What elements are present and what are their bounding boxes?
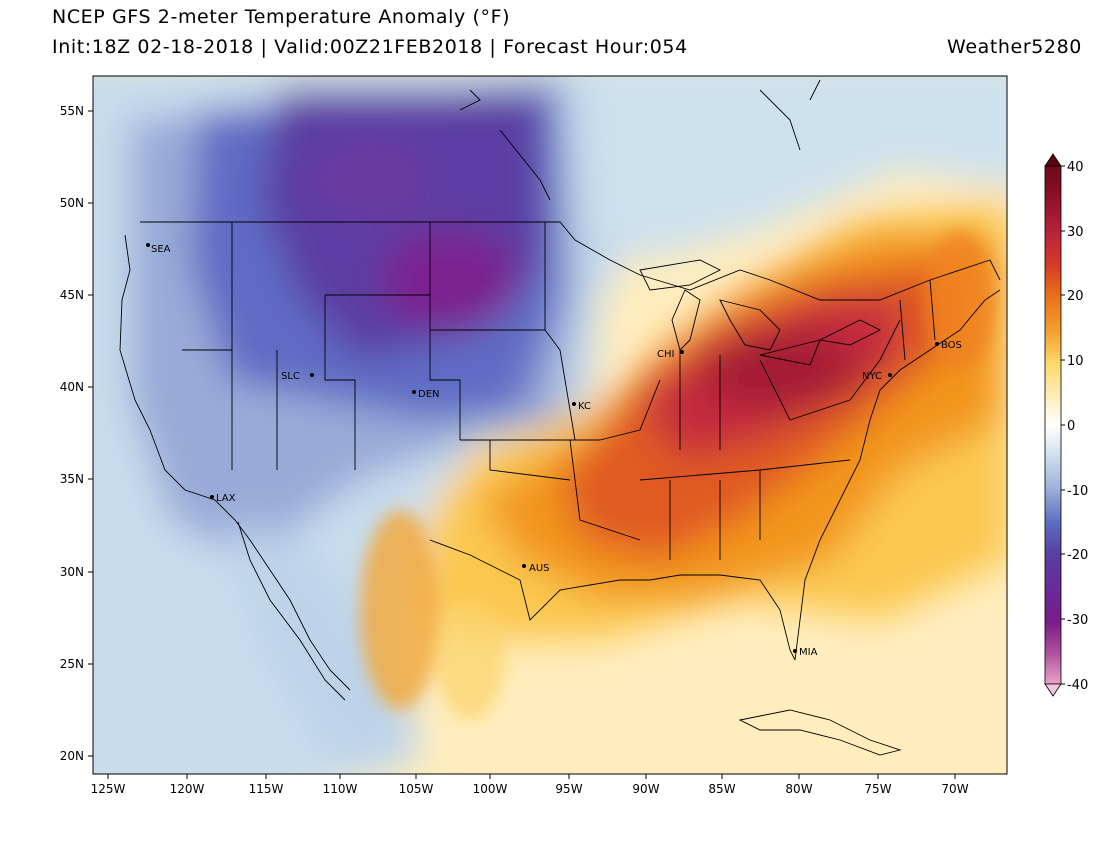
svg-text:55N: 55N [60, 104, 84, 118]
city-marker: CHI [657, 349, 684, 360]
city-marker: KC [572, 401, 591, 412]
city-marker: LAX [210, 493, 236, 504]
lat-tick: 20N [60, 749, 93, 763]
colorbar-tick: 10 [1061, 354, 1084, 369]
svg-text:90W: 90W [632, 782, 659, 796]
svg-text:25N: 25N [60, 657, 84, 671]
city-markers: SEA SLC DEN LAX KC CHI AUS NYC [146, 243, 962, 658]
colorbar-tick: 40 [1061, 160, 1084, 175]
svg-text:20: 20 [1067, 289, 1084, 304]
plot-frame [92, 75, 1008, 775]
city-label-den: DEN [418, 389, 440, 400]
city-label-bos: BOS [941, 340, 962, 351]
colorbar-tick: 20 [1061, 289, 1084, 304]
lon-tick: 95W [555, 774, 583, 796]
svg-text:35N: 35N [60, 472, 84, 486]
svg-text:110W: 110W [323, 782, 358, 796]
svg-text:-10: -10 [1067, 484, 1088, 499]
svg-text:30N: 30N [60, 565, 84, 579]
lon-tick: 125W [91, 774, 126, 796]
lon-tick: 75W [864, 774, 892, 796]
lat-tick: 40N [60, 380, 93, 394]
lon-tick: 120W [170, 774, 205, 796]
lon-tick: 100W [473, 774, 508, 796]
colorbar: 40 30 20 10 0 -10 -20 -30 -40 [1044, 153, 1088, 697]
lat-tick: 25N [60, 657, 93, 671]
city-label-kc: KC [578, 401, 591, 412]
svg-text:50N: 50N [60, 196, 84, 210]
city-marker: SEA [146, 243, 171, 255]
svg-text:120W: 120W [170, 782, 205, 796]
svg-text:45N: 45N [60, 288, 84, 302]
svg-text:105W: 105W [399, 782, 434, 796]
lon-tick: 70W [941, 774, 969, 796]
chart-subtitle: Init:18Z 02-18-2018 | Valid:00Z21FEB2018… [52, 36, 688, 58]
lat-tick: 50N [60, 196, 93, 210]
city-label-slc: SLC [281, 371, 300, 382]
colorbar-tick: -10 [1061, 484, 1088, 499]
lat-tick: 30N [60, 565, 93, 579]
svg-text:70W: 70W [941, 782, 968, 796]
lon-tick: 80W [785, 774, 813, 796]
colorbar-tick: -20 [1061, 548, 1088, 563]
svg-text:95W: 95W [555, 782, 582, 796]
lat-tick: 55N [60, 104, 93, 118]
svg-text:40: 40 [1067, 160, 1084, 175]
colorbar-min-arrow [1044, 683, 1062, 697]
colorbar-scale [1044, 165, 1062, 685]
svg-text:30: 30 [1067, 225, 1084, 240]
lon-tick: 115W [249, 774, 284, 796]
chart-title: NCEP GFS 2-meter Temperature Anomaly (°F… [52, 6, 511, 28]
svg-text:80W: 80W [785, 782, 812, 796]
svg-text:100W: 100W [473, 782, 508, 796]
city-label-nyc: NYC [862, 371, 882, 382]
lon-tick: 90W [632, 774, 660, 796]
svg-text:-20: -20 [1067, 548, 1088, 563]
svg-text:10: 10 [1067, 354, 1084, 369]
svg-text:85W: 85W [708, 782, 735, 796]
svg-text:-30: -30 [1067, 613, 1088, 628]
city-label-chi: CHI [657, 349, 674, 360]
city-marker: MIA [793, 647, 818, 658]
lon-tick: 110W [323, 774, 358, 796]
svg-text:20N: 20N [60, 749, 84, 763]
lat-axis: 55N 50N 45N 40N 35N 30N 25N 20N [60, 104, 93, 763]
city-marker: BOS [935, 340, 962, 351]
lat-tick: 45N [60, 288, 93, 302]
colorbar-tick: -40 [1061, 678, 1088, 693]
lon-tick: 85W [708, 774, 736, 796]
lon-axis: 125W 120W 115W 110W 105W 100W 95W 90W 85… [91, 774, 969, 796]
svg-text:0: 0 [1067, 419, 1075, 434]
city-label-aus: AUS [529, 563, 550, 574]
credit-label: Weather5280 [947, 36, 1082, 58]
svg-text:115W: 115W [249, 782, 284, 796]
city-marker: NYC [862, 371, 892, 382]
colorbar-max-arrow [1044, 153, 1062, 167]
city-marker: AUS [522, 563, 550, 574]
city-marker: DEN [412, 389, 440, 400]
anomaly-field [93, 76, 1007, 774]
colorbar-tick: 0 [1061, 419, 1075, 434]
svg-text:75W: 75W [864, 782, 891, 796]
svg-text:-40: -40 [1067, 678, 1088, 693]
colorbar-tick: -30 [1061, 613, 1088, 628]
city-label-mia: MIA [799, 647, 818, 658]
svg-text:40N: 40N [60, 380, 84, 394]
lon-tick: 105W [399, 774, 434, 796]
city-label-lax: LAX [216, 493, 236, 504]
city-label-sea: SEA [151, 244, 171, 255]
geographic-outlines [119, 79, 1001, 756]
svg-text:125W: 125W [91, 782, 126, 796]
colorbar-tick: 30 [1061, 225, 1084, 240]
city-marker: SLC [281, 371, 314, 382]
lat-tick: 35N [60, 472, 93, 486]
